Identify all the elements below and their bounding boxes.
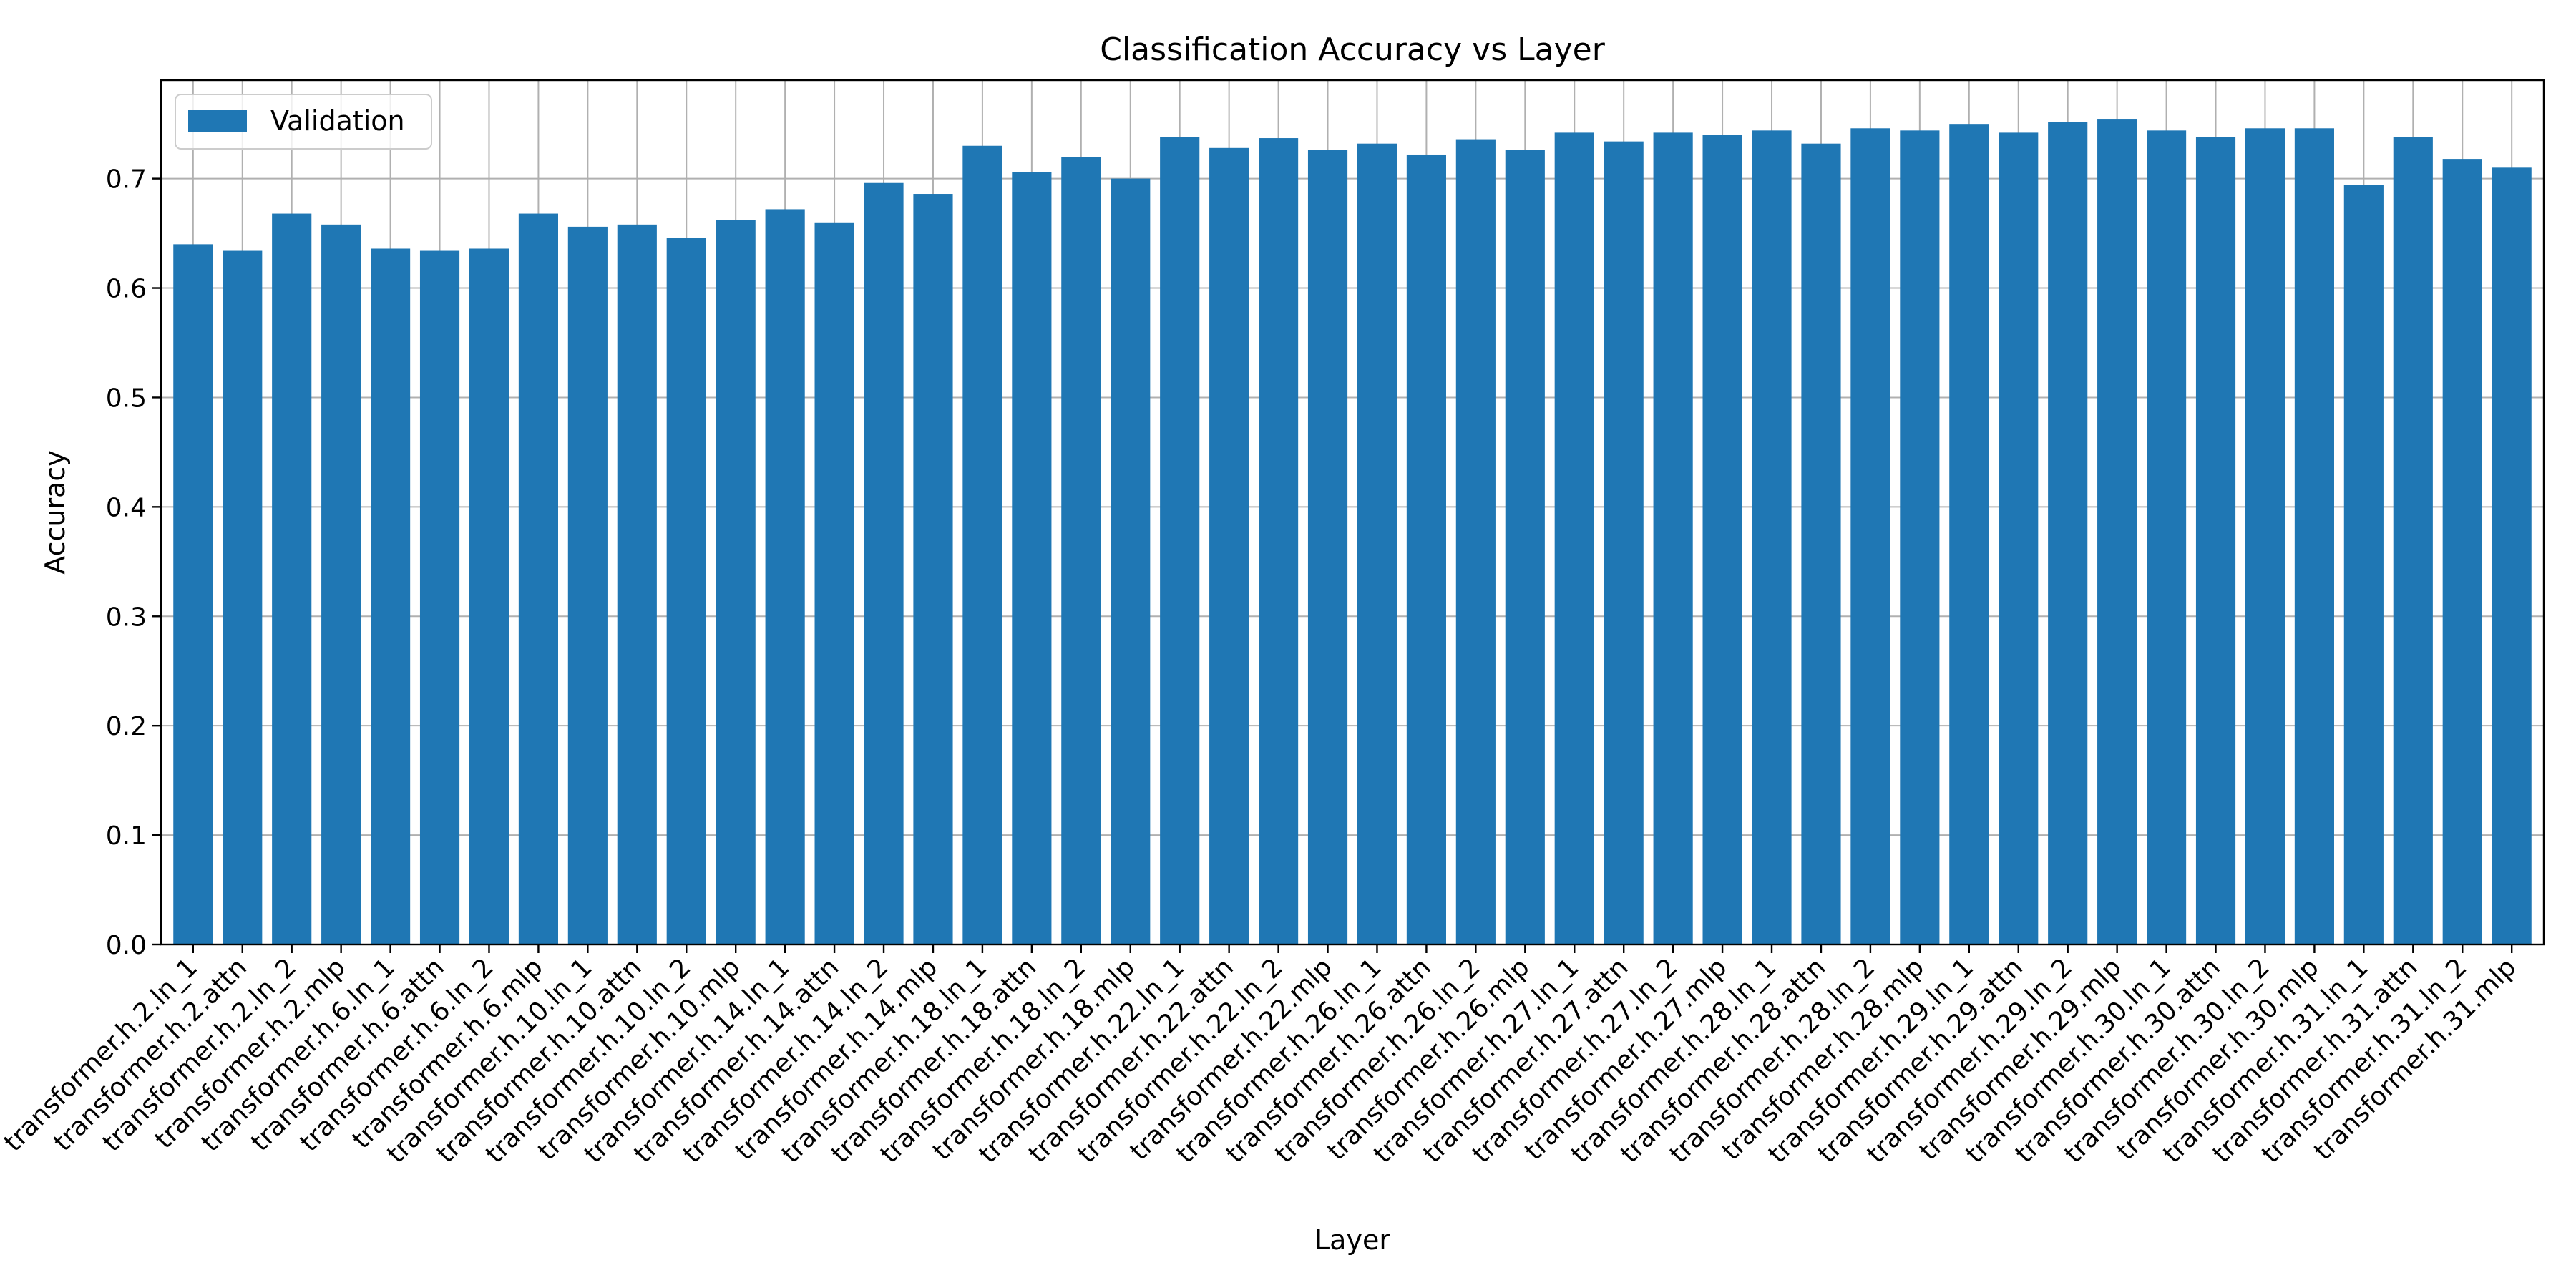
bars [173,119,2532,945]
bar [223,250,263,945]
x-axis-label: Layer [1314,1224,1390,1256]
bar [1949,124,1989,945]
bar [2343,185,2384,945]
bar [666,238,706,945]
bar [1554,132,1594,945]
bar [1111,178,1151,945]
bar [1505,150,1545,945]
bar [1061,157,1101,945]
bar [1653,132,1693,945]
bar [1259,138,1299,945]
bar [321,224,361,945]
bar [765,209,805,945]
bar [1406,154,1446,945]
bar [1999,132,2039,945]
bar [2097,119,2137,945]
y-tick-label: 0.2 [106,712,147,741]
y-tick-label: 0.0 [106,931,147,960]
y-axis-ticks: 0.0 0.1 0.2 0.3 0.4 0.5 0.6 0.7 [106,165,161,960]
bar [1604,141,1644,945]
legend: Validation [175,94,432,150]
bar [1752,130,1792,945]
y-tick-label: 0.4 [106,493,147,522]
bar [617,224,657,945]
bar [1850,128,1890,945]
bar [913,194,953,945]
bar [2294,128,2334,945]
bar [814,222,854,945]
bar [2048,122,2088,945]
bar [1160,137,1200,945]
bar [1307,150,1348,945]
bar [864,182,904,945]
legend-box [175,94,432,150]
bar [1209,147,1249,945]
bar [2147,130,2187,945]
bar [2492,167,2532,945]
bar [518,213,558,945]
legend-swatch [188,110,247,132]
y-tick-label: 0.6 [106,275,147,304]
bar [1012,172,1052,945]
bar [2442,159,2482,945]
y-tick-label: 0.5 [106,384,147,413]
plot-frame [160,79,2545,946]
y-axis-label: Accuracy [39,450,71,575]
bar [716,220,756,945]
bar [567,226,608,945]
bar [1455,139,1496,945]
bar [2245,128,2285,945]
bar [2195,137,2236,945]
chart-title: Classification Accuracy vs Layer [1100,31,1606,68]
bar [371,248,411,945]
bar [1900,130,1940,945]
bar [173,244,213,945]
y-tick-label: 0.1 [106,821,147,851]
bar [419,250,460,945]
legend-label: Validation [270,105,405,137]
bar [272,213,312,945]
bar [1801,143,1841,945]
bar [1702,135,1742,945]
bar [1357,143,1397,945]
y-tick-label: 0.3 [106,602,147,632]
y-tick-label: 0.7 [106,165,147,195]
bar [469,248,509,945]
bar [962,145,1002,945]
bar [2393,137,2433,945]
